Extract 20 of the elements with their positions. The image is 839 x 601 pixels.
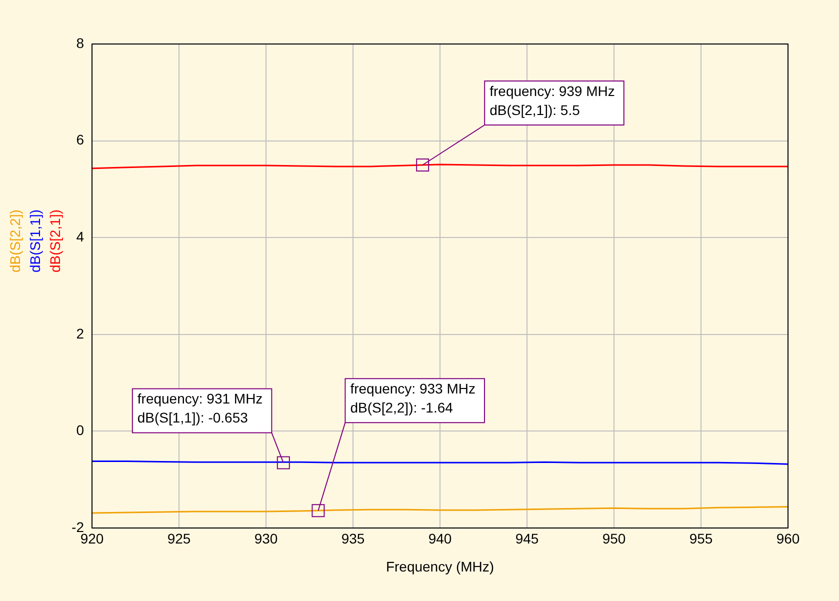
x-tick-label: 950 — [602, 530, 626, 546]
y-tick-label: 8 — [76, 34, 84, 51]
y-tick-label: 6 — [76, 132, 84, 148]
x-tick-label: 960 — [776, 530, 800, 546]
x-tick-label: 925 — [167, 530, 191, 546]
text: dB(S[2,1]) — [46, 209, 63, 273]
y-tick-label: 4 — [76, 228, 84, 244]
x-tick-label: 930 — [254, 530, 278, 546]
x-tick-label: 945 — [515, 530, 539, 546]
text: dB(S[1,1]) — [26, 209, 43, 273]
text: dB(S[2,2]) — [6, 209, 23, 273]
x-tick-label: 940 — [428, 530, 452, 546]
x-axis-title: Frequency (MHz) — [386, 558, 494, 574]
annotation: frequency: 939 MHz dB(S[2,1]): 5.5 — [490, 82, 615, 118]
y-tick-label: 2 — [76, 325, 84, 342]
y-tick-label: 0 — [76, 422, 84, 438]
x-tick-label: 935 — [341, 530, 365, 546]
annotation: frequency: 931 MHz dB(S[1,1]): -0.653 — [137, 390, 263, 426]
annotation: frequency: 933 MHz dB(S[2,2]): -1.64 — [350, 380, 476, 416]
x-tick-label: 955 — [689, 530, 713, 546]
